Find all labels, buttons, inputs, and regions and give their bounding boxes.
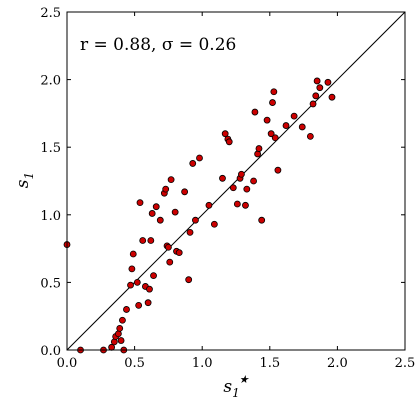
data-point <box>181 188 189 196</box>
x-tick-label: 0.0 <box>57 356 78 371</box>
y-tick-label: 0.5 <box>40 276 61 291</box>
y-tick-labels: 0.0 0.5 1.0 1.5 2.0 2.5 <box>40 6 61 359</box>
x-tick-label: 0.5 <box>124 356 145 371</box>
data-point <box>196 154 203 162</box>
data-point <box>139 237 147 244</box>
data-point <box>171 208 179 216</box>
x-axis-label-base: s <box>223 377 232 397</box>
data-point <box>205 201 213 209</box>
x-tick-label: 2.5 <box>395 356 416 371</box>
y-axis-label-base: s <box>13 179 33 188</box>
data-point <box>250 177 257 185</box>
x-tick-label: 1.5 <box>259 356 280 371</box>
data-point <box>129 250 137 258</box>
data-point <box>150 272 157 280</box>
data-point <box>152 203 160 211</box>
data-point <box>274 166 282 174</box>
x-tick-labels: 0.0 0.5 1.0 1.5 2.0 2.5 <box>57 356 416 371</box>
data-point <box>123 306 130 313</box>
data-point <box>269 99 276 106</box>
data-point <box>242 201 249 209</box>
data-point <box>148 210 156 217</box>
identity-line <box>66 11 406 351</box>
x-tick-label: 2.0 <box>327 356 348 371</box>
data-point <box>189 160 197 167</box>
data-point <box>255 145 263 152</box>
data-point <box>316 84 324 92</box>
statistics-annotation: r = 0.88, σ = 0.26 <box>80 35 236 55</box>
data-point <box>251 108 259 116</box>
x-axis-label-sub: 1 <box>232 386 240 400</box>
data-point <box>147 237 155 244</box>
y-tick-label: 2.5 <box>40 6 61 21</box>
data-point <box>185 276 193 284</box>
y-tick-label: 1.5 <box>40 141 61 156</box>
data-point <box>146 285 153 293</box>
data-point <box>133 278 141 286</box>
plot-frame <box>66 11 406 351</box>
x-tick-label: 1.0 <box>192 356 213 371</box>
data-point <box>210 220 218 228</box>
y-axis-label: s1 <box>13 172 36 188</box>
data-point <box>233 200 241 208</box>
data-point <box>162 185 170 193</box>
data-point <box>270 88 278 96</box>
data-point <box>192 216 199 224</box>
data-point <box>128 265 136 273</box>
data-point <box>156 216 164 224</box>
data-point <box>267 130 275 138</box>
data-point <box>167 176 175 184</box>
data-point <box>282 122 290 129</box>
data-point <box>219 174 226 182</box>
y-tick-label: 0.0 <box>40 344 61 359</box>
ticks-layer <box>66 11 406 351</box>
data-point <box>144 299 152 307</box>
data-point <box>136 199 144 207</box>
data-point <box>312 92 320 100</box>
data-point <box>166 258 174 266</box>
x-axis-label: s1★ <box>223 373 249 400</box>
data-point <box>229 184 237 192</box>
data-point <box>313 77 321 85</box>
data-point <box>324 78 332 86</box>
data-point <box>306 132 314 140</box>
data-point <box>175 249 183 257</box>
data-point <box>225 138 233 146</box>
data-point <box>271 134 279 142</box>
data-point <box>263 116 271 124</box>
y-tick-label: 1.0 <box>40 209 61 224</box>
x-axis-label-sup: ★ <box>239 373 250 386</box>
data-point <box>243 185 251 193</box>
data-point <box>258 216 266 224</box>
data-point <box>238 170 245 178</box>
data-point <box>328 93 336 101</box>
data-point <box>298 123 306 131</box>
data-point <box>309 100 317 108</box>
data-point <box>164 243 172 251</box>
data-point <box>135 301 143 309</box>
data-points-layer <box>63 77 336 354</box>
data-point <box>186 228 194 236</box>
reference-line-layer <box>66 11 406 351</box>
y-axis-label-sub: 1 <box>22 172 36 180</box>
data-point <box>117 337 125 344</box>
data-point <box>290 112 298 120</box>
data-point <box>119 316 126 324</box>
data-point <box>221 130 229 138</box>
data-point <box>127 281 134 289</box>
data-point <box>116 324 124 332</box>
y-tick-label: 2.0 <box>40 74 61 89</box>
